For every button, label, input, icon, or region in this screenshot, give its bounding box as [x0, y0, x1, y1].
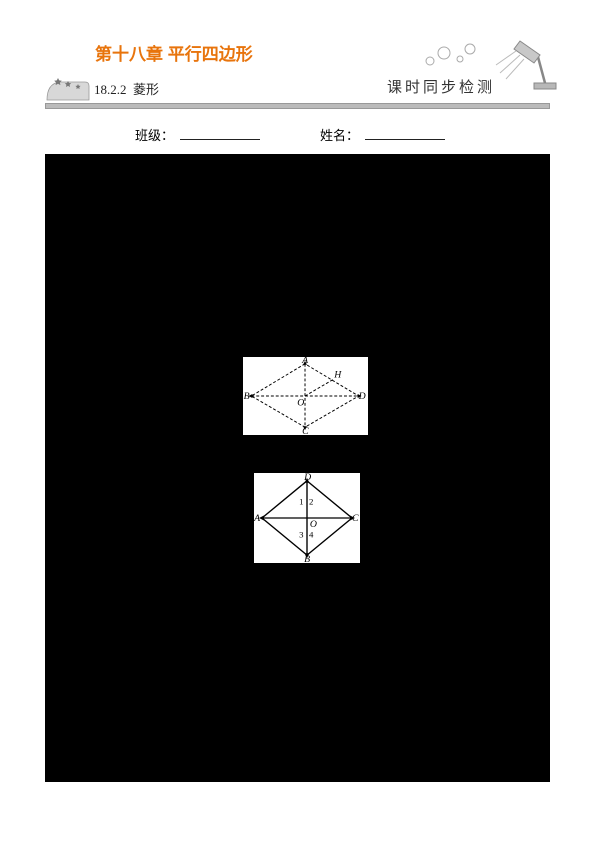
- fig1-label-A: A: [301, 357, 308, 366]
- fig1-label-H: H: [333, 369, 342, 380]
- fig2-label-C: C: [352, 513, 359, 524]
- fig2-label-A: A: [254, 513, 260, 524]
- content-blackout: A B C D O H: [45, 154, 550, 782]
- class-label: 班级：: [135, 125, 174, 144]
- section-name-text: 菱形: [133, 82, 159, 97]
- fig2-label-B: B: [304, 554, 310, 563]
- fig1-label-O: O: [297, 398, 304, 409]
- section-number-text: 18.2.2: [94, 82, 127, 97]
- ruler-bar: [45, 103, 550, 109]
- name-field: 姓名：: [320, 125, 445, 144]
- fig2-angle-4: 4: [309, 530, 314, 540]
- star-badge-icon: [45, 74, 90, 102]
- fig2-angle-3: 3: [299, 530, 304, 540]
- fig2-angle-1: 1: [299, 496, 303, 506]
- figure-rhombus-2: D A B C O 1 2 3 4: [253, 472, 361, 564]
- fig2-label-O: O: [310, 519, 317, 530]
- lamp-icon: [490, 35, 560, 95]
- section-number: 18.2.2 菱形: [94, 79, 159, 98]
- section-row: 18.2.2 菱形: [45, 73, 550, 103]
- class-field: 班级：: [135, 125, 260, 144]
- worksheet-page: 第十八章 平行四边形 18.2.2 菱形: [0, 0, 595, 842]
- bubbles-icon: [420, 39, 480, 69]
- subtitle-text: 课时同步检测: [387, 76, 495, 97]
- name-blank[interactable]: [365, 126, 445, 140]
- fig2-label-D: D: [303, 473, 311, 483]
- subtitle-box: 课时同步检测: [350, 47, 550, 103]
- name-label: 姓名：: [320, 125, 359, 144]
- fig2-angle-2: 2: [309, 496, 313, 506]
- figure-rhombus-1: A B C D O H: [242, 356, 369, 436]
- class-blank[interactable]: [180, 126, 260, 140]
- form-row: 班级： 姓名：: [135, 125, 550, 144]
- fig1-label-D: D: [358, 391, 366, 402]
- fig1-label-B: B: [244, 391, 250, 402]
- fig1-label-C: C: [302, 426, 309, 435]
